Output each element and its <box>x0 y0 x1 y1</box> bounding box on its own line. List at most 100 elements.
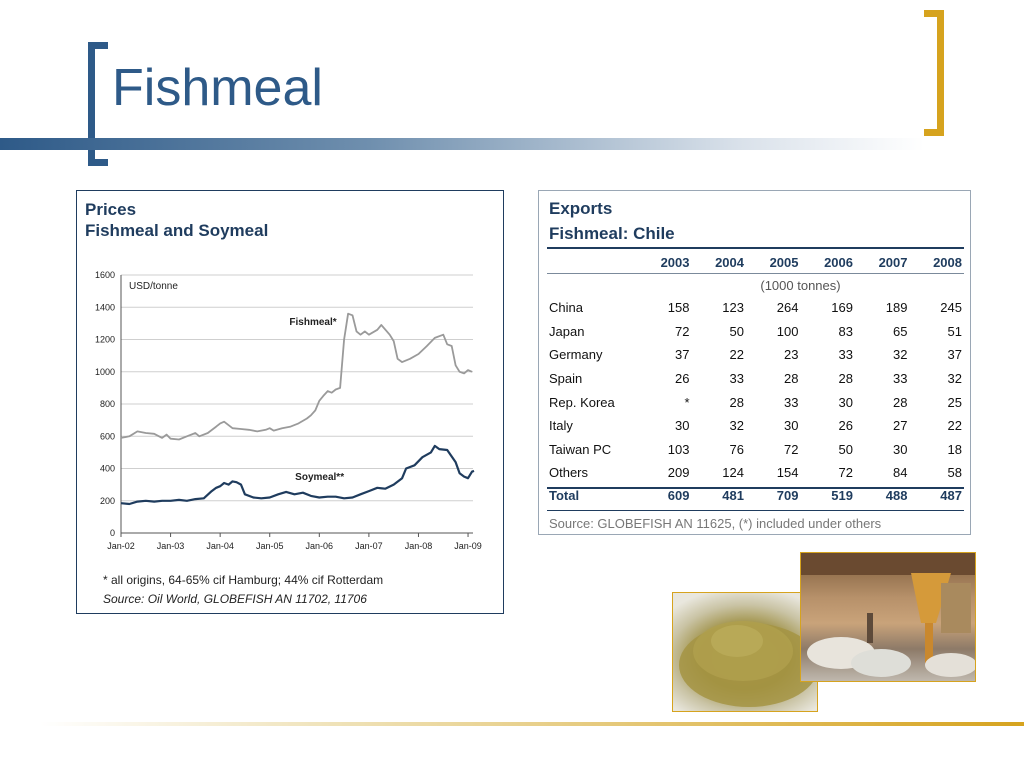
value-cell: 72 <box>838 465 853 481</box>
value-cell: 30 <box>784 418 799 434</box>
price-line-chart: 0 200 400 600 800 1000 1200 1400 1600 Jan-02 Jan-0… <box>95 270 482 551</box>
country-cell: Japan <box>549 323 585 339</box>
y-tick-label: 0 <box>110 528 115 538</box>
unit-row-blank <box>547 273 637 296</box>
value-cell: 169 <box>831 300 853 316</box>
y-tick-label: 200 <box>100 496 115 506</box>
country-cell: Rep. Korea <box>549 394 615 410</box>
value-cell: 124 <box>722 465 744 481</box>
value-cell: 154 <box>776 465 799 481</box>
total-value-cell: 487 <box>940 488 962 504</box>
series-label: Fishmeal* <box>289 317 336 328</box>
slide-title: Fishmeal <box>112 59 323 117</box>
country-cell: China <box>549 300 583 316</box>
value-cell: 32 <box>729 418 744 434</box>
x-tick-label: Jan-07 <box>355 541 383 551</box>
value-cell: 30 <box>675 418 690 434</box>
chart-source: Source: Oil World, GLOBEFISH AN 11702, 1… <box>103 592 367 606</box>
x-tick-label: Jan-03 <box>157 541 185 551</box>
total-value-cell: 519 <box>831 488 853 504</box>
value-cell: 28 <box>784 371 799 387</box>
value-cell: 209 <box>667 465 690 481</box>
y-tick-label: 800 <box>100 399 115 409</box>
country-cell: Taiwan PC <box>549 441 612 457</box>
table-row: Taiwan PC 103 76 72 50 30 18 <box>547 438 964 462</box>
value-cell: 25 <box>947 394 962 410</box>
value-cell: 30 <box>838 394 853 410</box>
chart-heading-line1: Prices <box>85 200 137 219</box>
table-row: Germany 37 22 23 33 32 37 <box>547 343 964 367</box>
country-cell: Others <box>549 465 589 481</box>
header-country <box>547 251 637 274</box>
value-cell: 33 <box>729 371 744 387</box>
value-cell: 23 <box>784 347 799 363</box>
total-value-cell: 488 <box>885 488 908 504</box>
fishmeal-pile-image <box>679 621 817 707</box>
value-cell: 28 <box>893 394 908 410</box>
value-cell: 51 <box>947 323 962 339</box>
chart-footnote: * all origins, 64-65% cif Hamburg; 44% c… <box>103 573 384 587</box>
header-year: 2003 <box>660 254 690 270</box>
total-label: Total <box>549 488 580 504</box>
value-cell: 83 <box>838 323 853 339</box>
y-tick-label: 600 <box>100 431 115 441</box>
total-value-cell: 709 <box>776 488 799 504</box>
exports-title: Exports <box>549 199 613 218</box>
value-cell: 103 <box>667 441 690 457</box>
value-cell: * <box>684 394 690 410</box>
table-total-rule <box>547 487 964 489</box>
total-value-cell: 609 <box>667 488 690 504</box>
table-row: Italy 30 32 30 26 27 22 <box>547 414 964 438</box>
unit-label: (1000 tonnes) <box>637 273 964 296</box>
value-cell: 32 <box>893 347 908 363</box>
bottom-gradient-rule <box>40 722 1024 726</box>
value-cell: 72 <box>784 441 799 457</box>
series-line <box>120 312 473 441</box>
value-cell: 158 <box>667 300 690 316</box>
value-cell: 26 <box>838 418 853 434</box>
total-value-cell: 481 <box>722 488 744 504</box>
chart-heading-line2: Fishmeal and Soymeal <box>85 221 269 240</box>
value-cell: 50 <box>729 323 744 339</box>
series-label: Soymeal** <box>295 472 344 483</box>
header-year: 2005 <box>769 254 799 270</box>
value-cell: 33 <box>784 394 799 410</box>
exports-source: Source: GLOBEFISH AN 11625, (*) included… <box>549 516 882 531</box>
y-axis-label: USD/tonne <box>129 281 178 292</box>
table-top-rule <box>547 247 964 249</box>
value-cell: 33 <box>893 371 908 387</box>
value-cell: 100 <box>776 323 799 339</box>
y-tick-label: 400 <box>100 464 115 474</box>
x-tick-label: Jan-04 <box>206 541 234 551</box>
exports-subtitle: Fishmeal: Chile <box>549 224 675 243</box>
unit-row: (1000 tonnes) <box>547 273 964 296</box>
x-tick-label: Jan-08 <box>405 541 433 551</box>
header-year: 2007 <box>878 254 908 270</box>
exports-table-panel: Exports Fishmeal: Chile 2003 2004 2005 2006… <box>538 190 971 535</box>
prices-chart-panel: Prices Fishmeal and Soymeal 0 200 400 600 80… <box>76 190 504 614</box>
value-cell: 22 <box>947 418 962 434</box>
table-row: Rep. Korea * 28 33 30 28 25 <box>547 390 964 414</box>
value-cell: 37 <box>947 347 962 363</box>
exports-table: 2003 2004 2005 2006 2007 2008 (1000 tonnes) Ch… <box>547 251 964 507</box>
table-bottom-rule <box>547 510 964 511</box>
value-cell: 32 <box>947 371 962 387</box>
y-tick-label: 1400 <box>95 302 115 312</box>
series-line <box>120 444 475 506</box>
value-cell: 37 <box>675 347 690 363</box>
x-tick-label: Jan-06 <box>306 541 334 551</box>
value-cell: 26 <box>675 371 690 387</box>
value-cell: 65 <box>893 323 908 339</box>
country-cell: Italy <box>549 418 573 434</box>
value-cell: 76 <box>729 441 744 457</box>
value-cell: 22 <box>729 347 744 363</box>
header-year: 2008 <box>933 254 962 270</box>
value-cell: 72 <box>675 323 690 339</box>
table-row: Japan 72 50 100 83 65 51 <box>547 320 964 344</box>
total-row: Total 609 481 709 519 488 487 <box>547 485 964 507</box>
table-row: Spain 26 33 28 28 33 32 <box>547 367 964 391</box>
value-cell: 27 <box>893 418 908 434</box>
value-cell: 189 <box>885 300 908 316</box>
value-cell: 84 <box>893 465 908 481</box>
table-header-row: 2003 2004 2005 2006 2007 2008 <box>547 251 964 274</box>
